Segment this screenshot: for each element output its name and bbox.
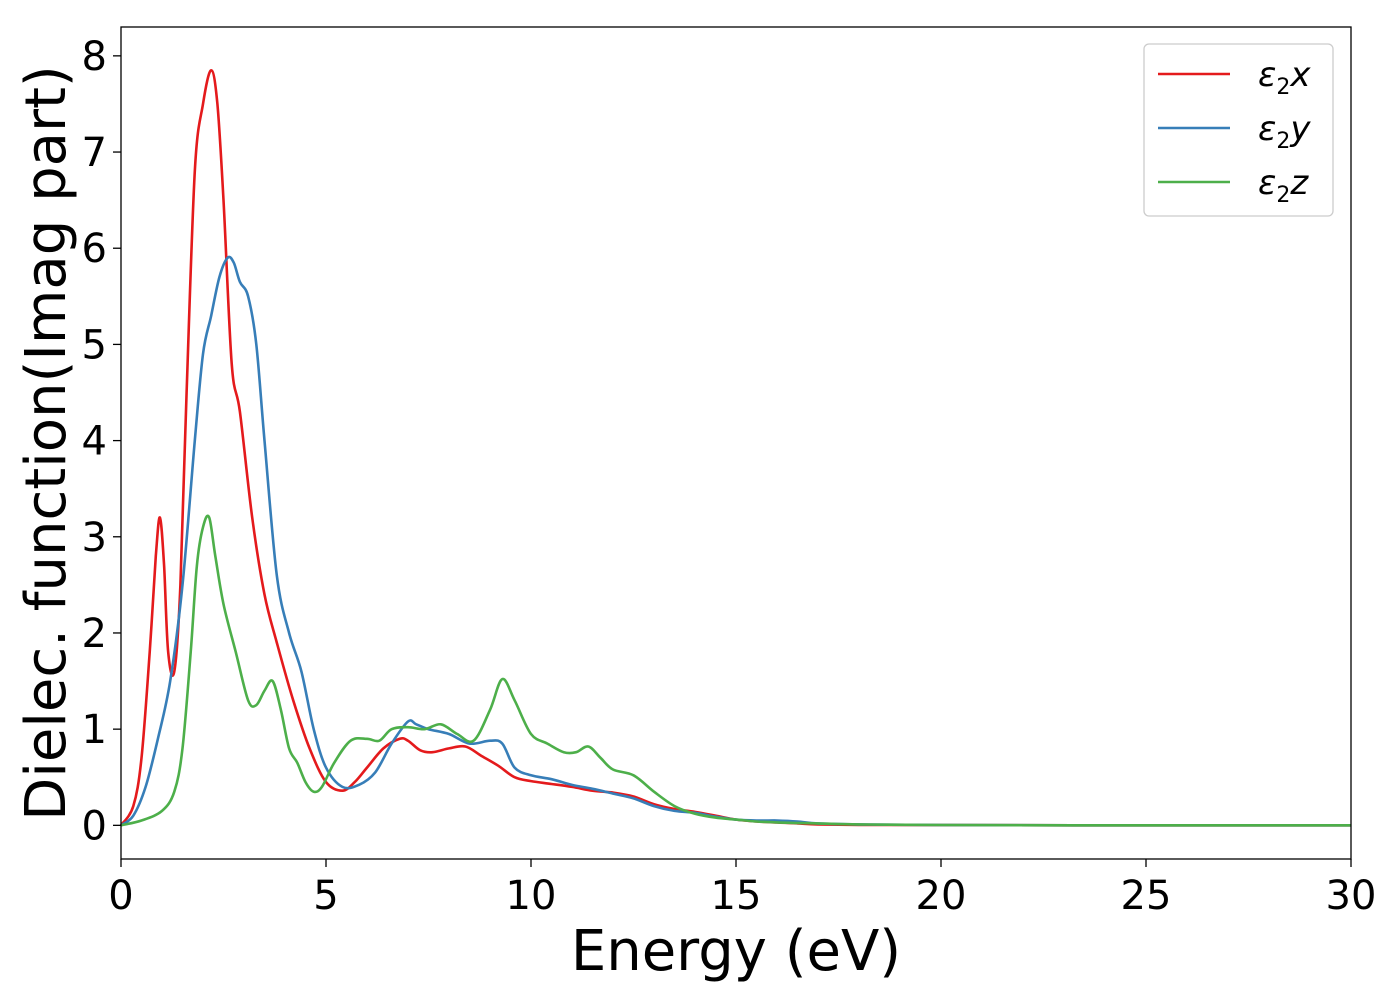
y-axis: 0 1 2 3 4 5 6 7 8 (82, 34, 121, 849)
y-tick-label: 6 (82, 226, 107, 272)
legend-label-z: ε2z (1258, 163, 1309, 208)
x-tick-label: 10 (506, 873, 557, 919)
legend-label-y: ε2y (1258, 109, 1311, 154)
x-axis-title: Energy (eV) (571, 919, 901, 984)
y-tick-label: 1 (82, 707, 107, 753)
legend-box (1143, 43, 1334, 217)
y-axis-title: Dielec. function(Imag part) (14, 65, 79, 821)
y-tick-label: 2 (82, 611, 107, 657)
series-line-z (120, 514, 1352, 827)
y-tick-label: 7 (82, 130, 107, 176)
y-tick-label: 3 (82, 515, 107, 561)
x-tick-label: 25 (1121, 873, 1172, 919)
x-tick-label: 30 (1326, 873, 1377, 919)
x-axis: 0 5 10 15 20 25 30 (108, 859, 1376, 919)
x-tick-label: 5 (313, 873, 338, 919)
x-tick-label: 0 (108, 873, 133, 919)
y-tick-label: 8 (82, 34, 107, 80)
x-tick-label: 20 (916, 873, 967, 919)
y-tick-label: 0 (82, 803, 107, 849)
series-layer (119, 69, 1352, 827)
y-tick-label: 5 (82, 322, 107, 368)
legend: ε2x ε2y ε2z (1143, 43, 1334, 217)
x-tick-label: 15 (711, 873, 762, 919)
y-tick-label: 4 (82, 419, 107, 465)
legend-label-x: ε2x (1258, 55, 1311, 100)
